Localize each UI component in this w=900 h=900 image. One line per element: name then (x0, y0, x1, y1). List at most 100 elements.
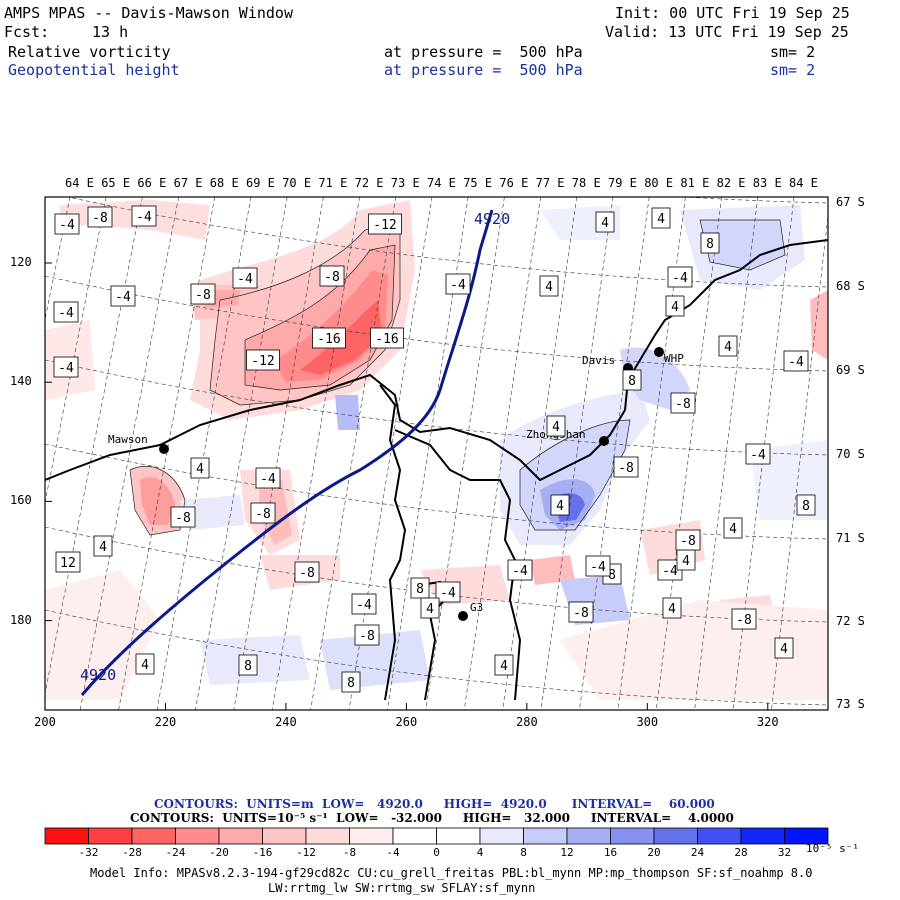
colorbar-tick: 16 (603, 846, 618, 859)
vorticity-label: -8 (736, 613, 752, 628)
vorticity-label-box (170, 506, 196, 528)
vorticity-label: 4 (729, 522, 737, 537)
vorticity-label-box (250, 502, 276, 524)
latitude-label: 73 S (836, 697, 865, 711)
vorticity-label: 8 (347, 676, 355, 691)
meridian-line (540, 197, 614, 710)
colorbar-swatch (349, 827, 394, 845)
colorbar-tick: -12 (296, 846, 316, 859)
longitude-label: 78 E (571, 176, 601, 190)
colorbar-tick: -28 (122, 846, 142, 859)
vorticity-label: 4 (780, 642, 788, 657)
caption-low: LOW= -32.000 (336, 811, 442, 825)
vorticity-label: 4 (552, 420, 560, 435)
vorticity-label-box (190, 457, 210, 479)
vorticity-label-box (110, 285, 136, 307)
vorticity-label-box (568, 601, 594, 623)
vorticity-label-box (585, 555, 611, 577)
vorticity-label-box (87, 206, 113, 228)
vorticity-label: 4 (426, 602, 434, 617)
colorbar-swatch (262, 827, 307, 845)
latitude-label: 72 S (836, 614, 865, 628)
vorticity-label: -4 (136, 210, 152, 225)
forecast-hour: 13 h (92, 23, 129, 41)
colorbar-swatch (44, 827, 89, 845)
meridian-line (45, 197, 107, 504)
height-contours-caption: CONTOURS: UNITS=m LOW= 4920.0 HIGH= 4920… (154, 797, 715, 811)
vorticity-label: -8 (324, 270, 340, 285)
vorticity-label-box (546, 415, 566, 437)
meridian-line (118, 197, 216, 710)
vorticity-label: -8 (175, 511, 191, 526)
vorticity-label: 4 (601, 216, 609, 231)
vorticity-label: -4 (58, 361, 74, 376)
vorticity-label: -4 (356, 598, 372, 613)
parallel-line (45, 609, 828, 706)
vorticity-label-box (354, 624, 380, 646)
colorbar-swatch (436, 827, 481, 845)
vorticity-label: 4 (671, 300, 679, 315)
longitude-label: 71 E (318, 176, 348, 190)
vorticity-label: -8 (195, 288, 211, 303)
station-label-davis: Davis (582, 354, 615, 367)
field2-name: Geopotential height (8, 61, 180, 79)
colorbar-tick: 32 (777, 846, 792, 859)
vorticity-label: 8 (628, 374, 636, 389)
vorticity-label-box (351, 593, 377, 615)
map-title: AMPS MPAS -- Davis-Mawson Window (4, 4, 293, 22)
colorbar-tick: 20 (647, 846, 661, 859)
station-dot-g3 (458, 611, 468, 621)
vorticity-label-box (54, 213, 80, 235)
vorticity-label: -4 (237, 272, 253, 287)
x-tick-label: 320 (756, 715, 779, 729)
x-tick-label: 260 (395, 715, 418, 729)
vorticity-label-box (55, 551, 81, 573)
field2-pressure: at pressure = 500 hPa (384, 61, 583, 79)
longitude-label: 77 E (535, 176, 565, 190)
longitude-label: 72 E (354, 176, 384, 190)
vorticity-label: -4 (260, 472, 276, 487)
longitude-label: 70 E (282, 176, 312, 190)
colorbar-swatch (218, 827, 263, 845)
vorticity-label-box (723, 517, 743, 539)
colorbar-tick: -4 (386, 846, 400, 859)
vorticity-label-box (312, 327, 346, 349)
longitude-label: 79 E (608, 176, 637, 190)
vorticity-value-labels: -4 -8 -4-12-8-4 -4-8-4-4-12-16 -16-4-84 4484-… (53, 205, 816, 693)
longitude-label: 75 E (463, 176, 493, 190)
vorticity-label: -4 (750, 448, 766, 463)
vorticity-label-box (435, 581, 461, 603)
x-tick-label: 240 (275, 715, 297, 729)
meridian-line (79, 197, 179, 710)
colorbar-tick: -24 (165, 846, 186, 859)
vorticity-label-box (420, 597, 440, 619)
meridian-line (45, 197, 71, 321)
longitude-label: 68 E (209, 176, 239, 190)
vorticity-label: 8 (244, 659, 252, 674)
vorticity-label-box (190, 283, 216, 305)
station-dot-mawson (159, 444, 169, 454)
model-info-line2: LW:rrtmg_lw SW:rrtmg_sw SFLAY:sf_mynn (268, 881, 536, 895)
vorticity-label: -4 (440, 586, 456, 601)
longitude-label: 80 E (644, 176, 674, 190)
vorticity-label-box (665, 295, 685, 317)
map-graticule (45, 197, 828, 710)
valid-time: Valid: 13 UTC Fri 19 Sep 25 (605, 23, 849, 41)
vorticity-label: -8 (573, 606, 589, 621)
vorticity-label: -16 (375, 332, 398, 347)
longitude-label: 84 E (789, 176, 818, 190)
caption-low: LOW= 4920.0 (322, 797, 423, 811)
vorticity-label: 4 (668, 602, 676, 617)
vorticity-label: -4 (788, 355, 804, 370)
caption-interval: INTERVAL= 60.000 (571, 797, 715, 811)
vorticity-label: 4 (724, 340, 732, 355)
vorticity-label-box (651, 207, 671, 229)
vorticity-label: -4 (450, 278, 466, 293)
field2-smoothing: sm= 2 (770, 61, 816, 79)
map-frame (44, 196, 829, 711)
vorticity-label-box (341, 671, 361, 693)
latitude-label: 70 S (836, 447, 865, 461)
vorticity-label: 4 (545, 280, 553, 295)
vorticity-label: -12 (251, 354, 274, 369)
